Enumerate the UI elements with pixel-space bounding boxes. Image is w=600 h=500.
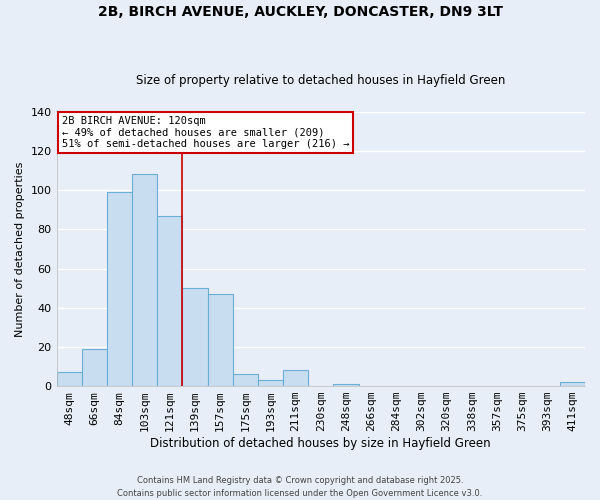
Bar: [560, 382, 585, 386]
Text: Contains HM Land Registry data © Crown copyright and database right 2025.
Contai: Contains HM Land Registry data © Crown c…: [118, 476, 482, 498]
Y-axis label: Number of detached properties: Number of detached properties: [15, 161, 25, 336]
Title: Size of property relative to detached houses in Hayfield Green: Size of property relative to detached ho…: [136, 74, 505, 87]
Text: 2B, BIRCH AVENUE, AUCKLEY, DONCASTER, DN9 3LT: 2B, BIRCH AVENUE, AUCKLEY, DONCASTER, DN…: [97, 5, 503, 19]
Bar: [258, 380, 283, 386]
Bar: [82, 349, 107, 386]
Bar: [283, 370, 308, 386]
Bar: [132, 174, 157, 386]
Text: 2B BIRCH AVENUE: 120sqm
← 49% of detached houses are smaller (209)
51% of semi-d: 2B BIRCH AVENUE: 120sqm ← 49% of detache…: [62, 116, 349, 149]
Bar: [107, 192, 132, 386]
Bar: [208, 294, 233, 386]
X-axis label: Distribution of detached houses by size in Hayfield Green: Distribution of detached houses by size …: [151, 437, 491, 450]
Bar: [157, 216, 182, 386]
Bar: [56, 372, 82, 386]
Bar: [233, 374, 258, 386]
Bar: [182, 288, 208, 386]
Bar: [334, 384, 359, 386]
